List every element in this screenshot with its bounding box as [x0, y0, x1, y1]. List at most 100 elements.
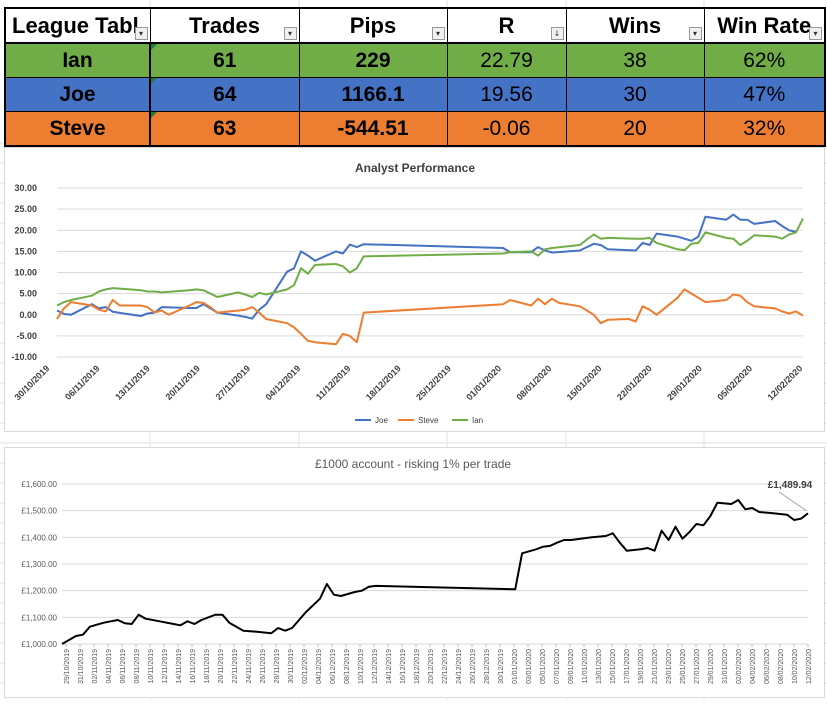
x-tick-label: 22/11/2019 [232, 649, 239, 684]
series-line-steve [56, 288, 804, 346]
analyst-name-cell[interactable]: Ian [4, 42, 151, 78]
x-tick-label: 08/02/2020 [778, 649, 785, 684]
x-tick-label: 06/12/2019 [330, 649, 337, 684]
y-tick-label: 10.00 [14, 268, 37, 278]
col-header-wins: Wins ▾ [565, 7, 705, 44]
table-header-row: League Tabl ▾ Trades ▾ Pips ▾ R ↓ Wins ▾ Win … [4, 7, 826, 44]
y-tick-label: -5.00 [16, 331, 37, 341]
x-tick-label: 30/11/2019 [288, 649, 295, 684]
table-row: Ian 61 229 22.79 38 62% [4, 42, 826, 78]
x-tick-label: 31/10/2019 [78, 649, 85, 684]
x-tick-label: 17/01/2020 [624, 649, 631, 684]
x-tick-label: 08/11/2019 [134, 649, 141, 684]
y-tick-label: £1,200.00 [21, 587, 57, 596]
trades-cell[interactable]: 61 [149, 42, 300, 78]
x-tick-label: 18/11/2019 [204, 649, 211, 684]
x-tick-label: 16/11/2019 [190, 649, 197, 684]
header-label: Wins [608, 12, 662, 38]
col-header-trades: Trades ▾ [149, 7, 300, 44]
x-tick-label: 22/01/2020 [615, 363, 654, 402]
cell-note-marker-icon [151, 78, 157, 84]
x-tick-label: 07/01/2020 [554, 649, 561, 684]
x-tick-label: 25/12/2019 [414, 363, 453, 402]
y-tick-label: 20.00 [14, 225, 37, 235]
filter-dropdown-icon[interactable]: ▾ [809, 27, 822, 40]
pips-cell[interactable]: 1166.1 [298, 77, 448, 112]
r-cell[interactable]: 22.79 [446, 42, 567, 78]
x-tick-label: 10/02/2020 [792, 649, 799, 684]
analyst-name-cell[interactable]: Joe [4, 77, 151, 112]
x-tick-label: 03/01/2020 [526, 649, 533, 684]
x-tick-label: 28/12/2019 [484, 649, 491, 684]
wins-cell[interactable]: 30 [565, 77, 705, 112]
col-header-win-rate: Win Rate ▾ [703, 7, 826, 44]
cell-note-marker-icon [151, 112, 157, 118]
x-tick-label: 21/01/2020 [652, 649, 659, 684]
x-tick-label: 26/11/2019 [260, 649, 267, 684]
wins-cell[interactable]: 38 [565, 42, 705, 78]
account-balance-chart[interactable]: £1000 account - risking 1% per trade £1,6… [4, 447, 825, 698]
legend-label: Ian [472, 416, 483, 425]
x-tick-label: 10/12/2019 [358, 649, 365, 684]
r-cell[interactable]: 19.56 [446, 77, 567, 112]
x-tick-label: 11/12/2019 [314, 363, 353, 402]
x-tick-label: 20/12/2019 [428, 649, 435, 684]
y-tick-label: -10.00 [11, 352, 37, 362]
x-tick-label: 18/12/2019 [364, 363, 403, 402]
r-cell[interactable]: -0.06 [446, 111, 567, 147]
x-tick-label: 09/01/2020 [568, 649, 575, 684]
analyst-performance-chart[interactable]: Analyst Performance 30.00 25.00 20.00 15.00 1… [4, 147, 825, 432]
x-tick-label: 27/01/2020 [694, 649, 701, 684]
x-tick-label: 27/11/2019 [214, 363, 253, 402]
trades-cell[interactable]: 64 [149, 77, 300, 112]
wins-cell[interactable]: 20 [565, 111, 705, 147]
y-tick-label: £1,300.00 [21, 560, 57, 569]
filter-dropdown-icon[interactable]: ▾ [134, 27, 148, 40]
x-tick-label: 18/12/2019 [414, 649, 421, 684]
filter-dropdown-icon[interactable]: ▾ [688, 27, 702, 40]
legend-label: Joe [375, 416, 388, 425]
y-tick-label: £1,600.00 [21, 480, 57, 489]
x-tick-label: 01/01/2020 [464, 363, 503, 402]
annotation-leader-line [778, 491, 807, 511]
header-label: Trades [189, 12, 260, 38]
header-label: R [498, 12, 515, 38]
pips-cell[interactable]: -544.51 [298, 111, 448, 147]
col-header-r: R ↓ [446, 7, 567, 44]
filter-dropdown-icon[interactable]: ▾ [431, 27, 445, 40]
x-tick-label: 05/01/2020 [540, 649, 547, 684]
analyst-name-cell[interactable]: Steve [4, 111, 151, 147]
x-tick-label: 25/01/2020 [680, 649, 687, 684]
x-tick-label: 02/12/2019 [302, 649, 309, 684]
x-tick-label: 04/02/2020 [750, 649, 757, 684]
filter-dropdown-icon[interactable]: ▾ [283, 27, 297, 40]
x-tick-label: 05/02/2020 [715, 363, 754, 402]
trades-value: 61 [213, 48, 237, 72]
header-label: League Tabl [12, 12, 139, 38]
x-tick-label: 12/11/2019 [162, 649, 169, 684]
x-tick-label: 26/12/2019 [470, 649, 477, 684]
win-rate-cell[interactable]: 32% [703, 111, 826, 147]
chart-title: £1000 account - risking 1% per trade [315, 457, 511, 471]
sort-descending-icon[interactable]: ↓ [550, 27, 564, 40]
win-rate-cell[interactable]: 47% [703, 77, 826, 112]
x-tick-label: 11/01/2020 [582, 649, 589, 684]
legend-label: Steve [418, 416, 439, 425]
y-tick-label: 15.00 [14, 246, 37, 256]
col-header-league: League Tabl ▾ [4, 7, 151, 44]
x-tick-label: 30/12/2019 [498, 649, 505, 684]
final-balance-label: £1,489.94 [768, 480, 813, 491]
pips-cell[interactable]: 229 [298, 42, 448, 78]
account-balance-plot: £1000 account - risking 1% per trade £1,6… [21, 457, 813, 684]
x-tick-label: 12/12/2019 [372, 649, 379, 684]
x-tick-label: 23/01/2020 [666, 649, 673, 684]
x-tick-label: 13/11/2019 [113, 363, 152, 402]
win-rate-cell[interactable]: 62% [703, 42, 826, 78]
x-tick-label: 04/12/2019 [316, 649, 323, 684]
x-tick-label: 24/11/2019 [246, 649, 253, 684]
x-tick-label: 30/10/2019 [12, 363, 51, 402]
x-tick-label: 01/01/2020 [512, 649, 519, 684]
y-tick-label: £1,400.00 [21, 533, 57, 542]
header-label: Pips [349, 12, 397, 38]
trades-cell[interactable]: 63 [149, 111, 300, 147]
